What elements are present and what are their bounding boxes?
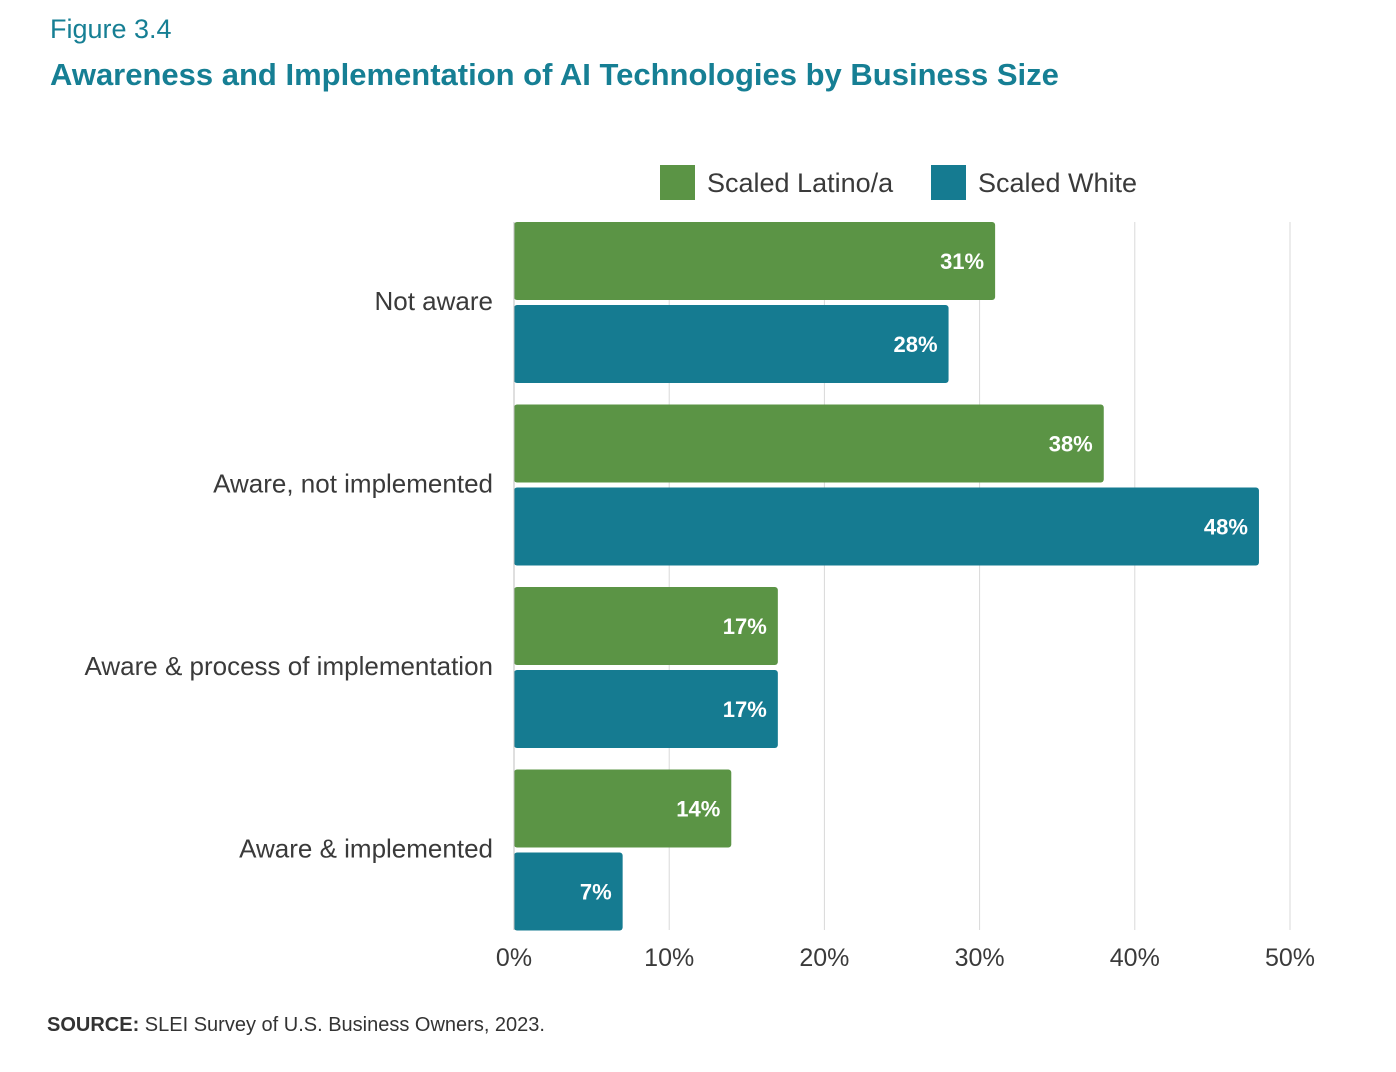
x-tick-label: 0% [496, 944, 532, 972]
data-label: 17% [723, 697, 767, 722]
source-label: SOURCE: [47, 1014, 140, 1036]
data-label: 28% [894, 332, 938, 357]
legend-swatch [660, 165, 695, 200]
data-label: 7% [580, 880, 612, 905]
source-note: SOURCE: SLEI Survey of U.S. Business Own… [47, 1014, 545, 1037]
category-label: Aware, not implemented [213, 469, 493, 499]
data-label: 14% [676, 797, 720, 822]
bar [514, 587, 778, 665]
category-label: Aware & implemented [239, 834, 493, 864]
legend-swatch [931, 165, 966, 200]
bar-chart: 0% 10% 20% 30% 40% 50% 31% 28% Not aware 38% 48% Aw… [85, 165, 1315, 972]
source-text: SLEI Survey of U.S. Business Owners, 202… [144, 1014, 545, 1036]
data-label: 31% [940, 249, 984, 274]
data-label: 48% [1204, 515, 1248, 540]
x-tick-label: 40% [1110, 944, 1160, 972]
bar [514, 222, 996, 300]
figure-label: Figure 3.4 [50, 14, 172, 44]
legend-label: Scaled White [978, 168, 1137, 198]
data-label: 17% [723, 614, 767, 639]
bar [514, 487, 1259, 566]
x-tick-label: 20% [799, 944, 849, 972]
bar [514, 305, 949, 383]
category-label: Aware & process of implementation [85, 651, 494, 681]
x-tick-label: 30% [955, 944, 1005, 972]
x-tick-label: 10% [644, 944, 694, 972]
data-label: 38% [1049, 432, 1093, 457]
bar [514, 670, 778, 748]
bar [514, 852, 623, 931]
chart-title: Awareness and Implementation of AI Techn… [50, 57, 1059, 92]
bar [514, 404, 1104, 483]
legend-label: Scaled Latino/a [707, 168, 894, 198]
bar [514, 769, 732, 848]
x-tick-label: 50% [1265, 944, 1315, 972]
category-label: Not aware [375, 286, 494, 316]
